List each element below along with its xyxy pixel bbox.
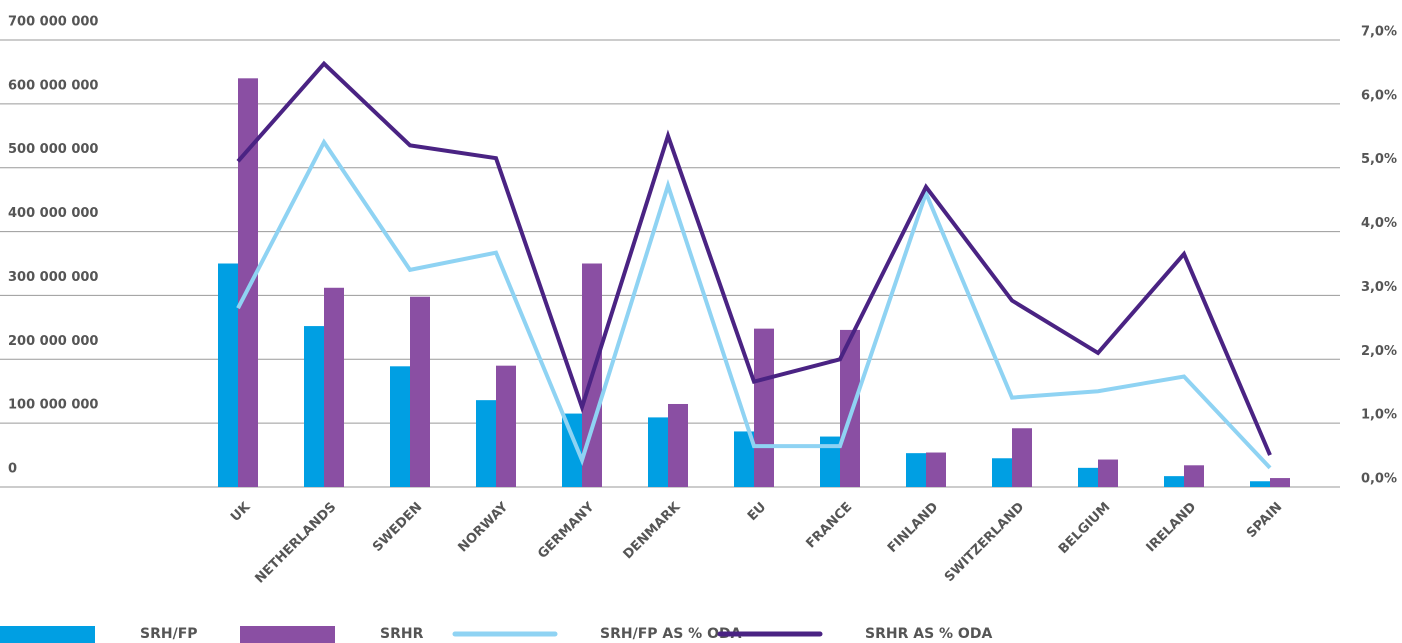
y2-tick-label: 6,0% [1361, 88, 1397, 103]
y-tick-label: 600 000 000 [8, 78, 98, 93]
legend-swatch [0, 626, 95, 643]
y2-tick-label: 2,0% [1361, 344, 1397, 359]
x-tick-label: BELGIUM [1056, 500, 1113, 557]
bar [1164, 476, 1184, 487]
bar [410, 296, 430, 487]
bar [496, 365, 516, 487]
bar [238, 78, 258, 488]
line-series [236, 138, 1272, 470]
bar [820, 436, 840, 487]
y2-tick-label: 5,0% [1361, 152, 1397, 167]
y2-tick-label: 4,0% [1361, 216, 1397, 231]
x-tick-label: NORWAY [455, 499, 511, 555]
bar [648, 417, 668, 487]
bar [1098, 459, 1118, 487]
x-tick-label: SPAIN [1244, 500, 1285, 541]
x-tick-label: DENMARK [621, 499, 684, 562]
x-tick-label: SWITZERLAND [942, 500, 1028, 586]
bar [304, 326, 324, 487]
bar [906, 453, 926, 487]
x-tick-label: FINLAND [885, 500, 941, 556]
y2-tick-label: 1,0% [1361, 408, 1397, 423]
bar [1184, 465, 1204, 487]
y-tick-label: 0 [8, 462, 17, 477]
y-tick-label: 200 000 000 [8, 334, 98, 349]
legend-label: SRHR [380, 626, 424, 642]
y-tick-label: 700 000 000 [8, 15, 98, 30]
y2-tick-label: 3,0% [1361, 280, 1397, 295]
x-tick-label: FRANCE [803, 500, 855, 552]
y2-tick-label: 7,0% [1361, 25, 1397, 40]
y-tick-label: 100 000 000 [8, 398, 98, 413]
bar [324, 287, 344, 487]
bar [390, 366, 410, 487]
bar [218, 263, 238, 487]
line-series [236, 60, 1272, 456]
bar [754, 328, 774, 487]
x-tick-label: NETHERLANDS [252, 500, 339, 587]
x-tick-label: SWEDEN [370, 500, 425, 555]
bar [1270, 478, 1290, 487]
x-tick-label: UK [228, 499, 254, 525]
legend-swatch [240, 626, 335, 643]
legend-label: SRH/FP AS % ODA [600, 626, 742, 642]
bar [840, 329, 860, 487]
bar [476, 400, 496, 487]
bar [668, 403, 688, 487]
x-tick-label: GERMANY [535, 499, 598, 562]
bar [1012, 428, 1032, 487]
bar [734, 431, 754, 487]
y-tick-label: 300 000 000 [8, 270, 98, 285]
x-tick-label: IRELAND [1144, 500, 1200, 556]
y-tick-label: 400 000 000 [8, 206, 98, 221]
x-tick-label: EU [745, 500, 769, 524]
y-tick-label: 500 000 000 [8, 142, 98, 157]
y2-tick-label: 0,0% [1361, 472, 1397, 487]
legend-label: SRHR AS % ODA [865, 626, 992, 642]
bar [1250, 481, 1270, 487]
bar [926, 452, 946, 487]
bar [1078, 467, 1098, 487]
bar [992, 458, 1012, 487]
legend-label: SRH/FP [140, 626, 198, 642]
bar [562, 413, 582, 487]
